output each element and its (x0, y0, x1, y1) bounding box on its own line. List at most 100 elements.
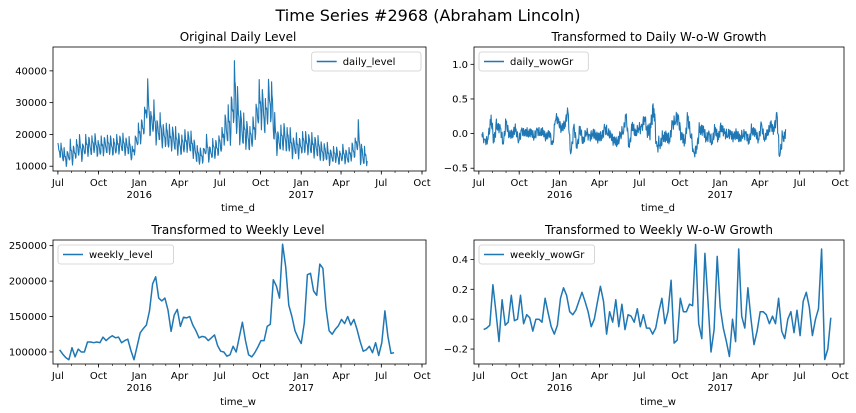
x-tick-year-label: 2016 (127, 383, 152, 394)
legend: weekly_level (57, 244, 174, 265)
x-tick-label: Jan (131, 371, 147, 382)
y-tick-label: 0.0 (452, 315, 468, 326)
x-tick-label: Apr (751, 371, 769, 382)
x-tick-label: Jul (213, 371, 226, 382)
x-tick-label: Jan (551, 178, 567, 189)
panel-daily-level: Original Daily Level time_d 10000 20000 30… (15, 30, 431, 214)
x-tick-label: Jul (51, 371, 64, 382)
x-axis-label: time_w (220, 397, 256, 408)
x-tick-label: Jul (472, 371, 485, 382)
x-tick-label: Apr (591, 178, 609, 189)
x-tick-label: Oct (413, 371, 430, 382)
legend-label: daily_level (343, 57, 396, 68)
axes-frame (473, 239, 845, 365)
panel-daily-wow-growth: Transformed to Daily W-o-W Growth time_d… (444, 30, 849, 214)
x-tick-label: Jul (793, 371, 806, 382)
x-tick-label: Oct (671, 371, 688, 382)
y-tick-label: 0.0 (452, 129, 468, 140)
x-tick-year-label: 2017 (708, 190, 733, 201)
legend-box (311, 51, 422, 72)
x-tick-label: Jul (374, 371, 387, 382)
legend: daily_level (311, 51, 422, 72)
panel-weekly-wow-growth: Transformed to Weekly W-o-W Growth time_… (444, 223, 849, 408)
x-tick-label: Jan (712, 178, 728, 189)
x-tick-label: Oct (831, 371, 848, 382)
y-tick-label: 20000 (15, 130, 47, 141)
x-tick-label: Oct (511, 371, 528, 382)
x-tick-label: Jan (551, 371, 567, 382)
x-tick-label: Jul (632, 178, 645, 189)
y-tick-label: 200000 (9, 277, 47, 288)
x-tick-label: Jul (374, 178, 387, 189)
y-tick-label: 10000 (15, 162, 47, 173)
x-tick-label: Jul (632, 371, 645, 382)
x-tick-year-label: 2017 (708, 383, 733, 394)
x-tick-label: Apr (171, 371, 189, 382)
x-axis-label: time_w (640, 397, 676, 408)
legend-box (478, 244, 595, 265)
x-tick-year-label: 2017 (288, 383, 313, 394)
series-line (481, 103, 787, 158)
y-tick-label: 250000 (9, 241, 47, 252)
legend-box (478, 51, 589, 72)
legend-label: weekly_wowGr (510, 250, 585, 261)
axes-frame (52, 239, 427, 365)
series-line (58, 243, 395, 361)
y-tick-label: 0.4 (452, 255, 468, 266)
x-tick-label: Jan (293, 371, 309, 382)
legend-label: weekly_level (89, 250, 153, 261)
panel-title: Original Daily Level (180, 30, 297, 44)
x-tick-year-label: 2016 (547, 383, 572, 394)
y-tick-label: 150000 (9, 312, 47, 323)
x-tick-label: Apr (751, 178, 769, 189)
x-tick-label: Apr (332, 178, 350, 189)
y-tick-label: 1.0 (452, 60, 468, 71)
axes-frame (52, 46, 427, 172)
y-tick-label: −0.5 (444, 164, 468, 175)
x-tick-year-label: 2017 (288, 190, 313, 201)
series-line (483, 243, 832, 361)
x-tick-label: Apr (591, 371, 609, 382)
panel-title: Transformed to Weekly W-o-W Growth (544, 223, 773, 237)
x-tick-label: Oct (511, 178, 528, 189)
x-tick-label: Oct (90, 178, 107, 189)
x-tick-label: Oct (252, 371, 269, 382)
panel-title: Transformed to Weekly Level (150, 223, 324, 237)
x-tick-label: Apr (171, 178, 189, 189)
x-tick-label: Oct (671, 178, 688, 189)
x-axis-label: time_d (221, 203, 255, 214)
y-tick-label: −0.2 (444, 345, 468, 356)
x-tick-label: Jan (131, 178, 147, 189)
series-line (57, 60, 368, 167)
x-tick-label: Jul (793, 178, 806, 189)
x-tick-label: Jan (712, 371, 728, 382)
x-tick-year-label: 2016 (127, 190, 152, 201)
x-tick-label: Oct (90, 371, 107, 382)
x-tick-label: Apr (332, 371, 350, 382)
x-tick-label: Oct (831, 178, 848, 189)
x-tick-label: Jul (472, 178, 485, 189)
x-tick-label: Oct (413, 178, 430, 189)
y-tick-label: 30000 (15, 98, 47, 109)
y-tick-label: 0.5 (452, 94, 468, 105)
x-tick-year-label: 2016 (547, 190, 572, 201)
figure-title: Time Series #2968 (Abraham Lincoln) (275, 6, 581, 25)
panel-title: Transformed to Daily W-o-W Growth (551, 30, 767, 44)
panel-weekly-level: Transformed to Weekly Level time_w 10000… (9, 223, 431, 408)
y-tick-label: 0.2 (452, 285, 468, 296)
x-axis-label: time_d (641, 203, 675, 214)
axes-frame (473, 46, 845, 172)
x-tick-label: Jan (293, 178, 309, 189)
legend: daily_wowGr (478, 51, 589, 72)
legend: weekly_wowGr (478, 244, 595, 265)
y-tick-label: 40000 (15, 66, 47, 77)
x-tick-label: Jul (51, 178, 64, 189)
x-tick-label: Oct (252, 178, 269, 189)
legend-label: daily_wowGr (510, 57, 574, 68)
y-tick-label: 100000 (9, 347, 47, 358)
